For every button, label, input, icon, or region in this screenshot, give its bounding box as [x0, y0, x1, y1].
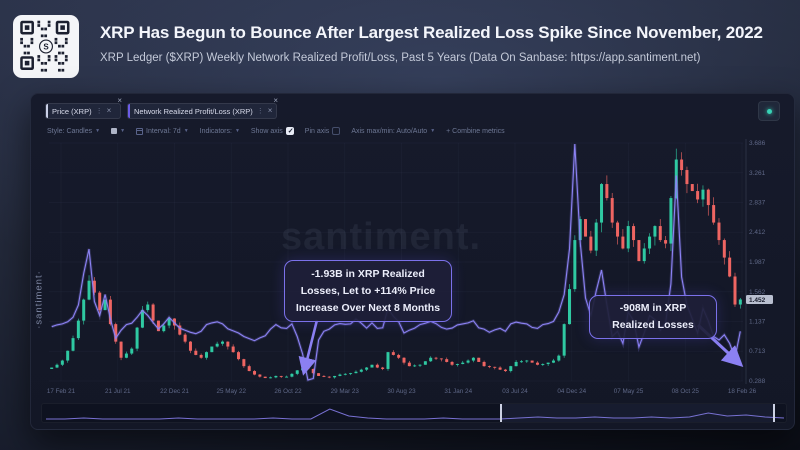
interval-dropdown[interactable]: Interval: 7d ▼ [136, 127, 189, 135]
svg-text:1.137: 1.137 [749, 319, 766, 326]
annotation-line: Increase Over Next 8 Months [295, 301, 441, 314]
arrow-to-oct22-loss [298, 319, 319, 376]
timeline-navigator[interactable] [41, 403, 787, 423]
tab-accent-bar [128, 104, 130, 118]
kebab-menu-icon[interactable]: ⋮ [256, 108, 264, 115]
svg-text:25 May 22: 25 May 22 [217, 388, 247, 395]
qr-code: S [13, 15, 79, 78]
svg-text:08 Oct 25: 08 Oct 25 [672, 388, 700, 395]
screenshot-button[interactable] [758, 101, 780, 121]
svg-text:29 Mar 23: 29 Mar 23 [331, 388, 360, 395]
svg-text:31 Jan 24: 31 Jan 24 [444, 388, 472, 395]
show-axis-checkbox[interactable] [285, 127, 294, 135]
chevron-down-icon: ▼ [234, 128, 240, 134]
navigator-sparkline [46, 408, 785, 420]
pin-axis-checkbox[interactable] [332, 127, 341, 135]
svg-text:S: S [43, 42, 49, 51]
svg-text:18 Feb 26: 18 Feb 26 [728, 388, 757, 395]
style-dropdown[interactable]: Style: Candles ▼ [47, 128, 100, 135]
tab-accent-bar [46, 104, 48, 118]
chevron-down-icon: ▼ [430, 128, 436, 134]
svg-text:26 Oct 22: 26 Oct 22 [274, 388, 302, 395]
color-swatch-dropdown[interactable]: ▼ [111, 128, 125, 134]
annotation-line: Realized Losses [612, 318, 694, 331]
combine-metrics-label: + Combine metrics [446, 127, 505, 135]
axis-maxmin-dropdown[interactable]: Axis max/min: Auto/Auto ▼ [351, 128, 435, 135]
close-icon[interactable]: × [273, 96, 278, 105]
chart-panel: Price (XRP) ⋮ × × Network Realized Profi… [30, 93, 795, 430]
qr-code-pattern: S [20, 20, 70, 72]
svg-text:0.288: 0.288 [749, 378, 766, 385]
annotation-line: Losses, Let to +114% Price [300, 284, 436, 297]
svg-text:1.452: 1.452 [749, 297, 766, 304]
indicators-label: Indicators: [199, 127, 232, 135]
tab-label: Price (XRP) [52, 106, 92, 116]
svg-text:03 Jul 24: 03 Jul 24 [502, 388, 528, 395]
svg-text:30 Aug 23: 30 Aug 23 [387, 388, 416, 395]
svg-text:21 Jul 21: 21 Jul 21 [105, 388, 131, 395]
camera-dot-icon [766, 108, 772, 114]
combine-metrics-button[interactable]: + Combine metrics [446, 128, 505, 135]
pin-axis-toggle[interactable]: Pin axis [305, 127, 341, 135]
svg-text:07 May 25: 07 May 25 [614, 388, 644, 395]
close-icon[interactable]: × [117, 96, 122, 105]
annotation-feb26-realized-loss: -908M in XRP Realized Losses [589, 295, 717, 339]
style-label: Style: Candles [47, 127, 93, 135]
calendar-icon [136, 127, 144, 135]
page-title: XRP Has Begun to Bounce After Largest Re… [100, 23, 763, 42]
axes: 3.686 3.261 2.837 2.412 1.987 1.562 1.137 0.713… [47, 139, 773, 395]
tab-price-xrp[interactable]: Price (XRP) ⋮ × × [45, 96, 122, 119]
annotation-line: -908M in XRP [619, 302, 687, 314]
chevron-down-icon: ▼ [120, 128, 126, 134]
annotation-line: -1.93B in XRP Realized [311, 268, 425, 280]
interval-label: Interval: 7d [146, 127, 181, 135]
chart-toolbar: Style: Candles ▼ ▼ Interval: 7d ▼ Indica… [47, 125, 505, 137]
chevron-down-icon: ▼ [95, 128, 101, 134]
close-icon[interactable]: × [106, 106, 112, 115]
svg-text:3.686: 3.686 [749, 140, 766, 147]
pin-axis-label: Pin axis [304, 127, 330, 135]
navigator-selection[interactable] [499, 404, 775, 422]
page-subtitle: XRP Ledger ($XRP) Weekly Network Realize… [100, 52, 701, 64]
svg-text:0.713: 0.713 [749, 348, 766, 355]
indicators-dropdown[interactable]: Indicators: ▼ [200, 128, 240, 135]
tab-network-realized-profit-loss[interactable]: Network Realized Profit/Loss (XRP) ⋮ × × [127, 96, 278, 119]
svg-text:2.412: 2.412 [749, 229, 766, 236]
svg-text:22 Dec 21: 22 Dec 21 [160, 388, 189, 395]
svg-text:1.562: 1.562 [749, 289, 766, 296]
svg-text:1.987: 1.987 [749, 259, 766, 266]
annotation-oct22-realized-loss: -1.93B in XRP Realized Losses, Let to +1… [284, 260, 452, 323]
show-axis-toggle[interactable]: Show axis [251, 127, 294, 135]
tab-label: Network Realized Profit/Loss (XRP) [134, 106, 253, 116]
svg-text:04 Dec 24: 04 Dec 24 [557, 388, 586, 395]
chevron-down-icon: ▼ [183, 128, 189, 134]
svg-text:2.837: 2.837 [749, 199, 766, 206]
kebab-menu-icon[interactable]: ⋮ [95, 108, 103, 115]
show-axis-label: Show axis [250, 127, 283, 135]
close-icon[interactable]: × [267, 106, 273, 115]
color-swatch-icon [111, 128, 118, 134]
svg-text:17 Feb 21: 17 Feb 21 [47, 388, 76, 395]
axis-maxmin-label: Axis max/min: Auto/Auto [351, 127, 428, 135]
svg-text:3.261: 3.261 [749, 170, 766, 177]
